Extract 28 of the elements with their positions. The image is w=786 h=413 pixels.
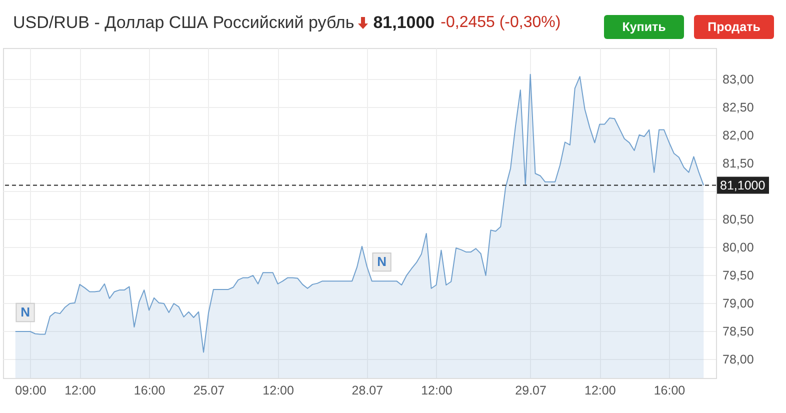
y-tick-label: 80,50 <box>722 212 754 226</box>
data-label: N <box>20 304 30 320</box>
ref-line-label: 81,1000 <box>720 178 766 192</box>
x-tick-label: 12:00 <box>262 384 294 398</box>
x-tick-label: 29.07 <box>515 384 547 398</box>
data-label: N <box>377 254 386 270</box>
y-tick-label: 82,50 <box>722 100 754 114</box>
x-tick-label: 09:00 <box>15 384 46 398</box>
text: -0,2455 (-0,30%) <box>440 14 561 32</box>
x-tick-label: 12:00 <box>421 384 452 398</box>
y-tick-label: 80,00 <box>722 240 754 254</box>
x-tick-label: 16:00 <box>654 384 686 398</box>
y-tick-label: 79,50 <box>722 268 754 282</box>
x-tick-label: 12:00 <box>64 384 96 398</box>
y-tick-label: 83,00 <box>722 72 754 86</box>
chart-subtitle: 81,1000 <box>373 13 435 33</box>
x-tick-label: 12:00 <box>584 384 616 398</box>
chart-title: USD/RUB - Доллар США Российский рубль <box>13 13 354 33</box>
x-tick-label: 28.07 <box>352 384 384 398</box>
x-tick-label: 16:00 <box>134 384 166 398</box>
button: Купить <box>604 15 684 39</box>
y-tick-label: 78,00 <box>722 352 754 366</box>
y-tick-label: 78,50 <box>722 324 754 338</box>
y-tick-label: 81,50 <box>722 156 754 170</box>
y-tick-label: 82,00 <box>722 128 754 142</box>
y-tick-label: 79,00 <box>722 296 754 310</box>
x-tick-label: 25.07 <box>193 384 225 398</box>
button: Продать <box>694 15 774 39</box>
